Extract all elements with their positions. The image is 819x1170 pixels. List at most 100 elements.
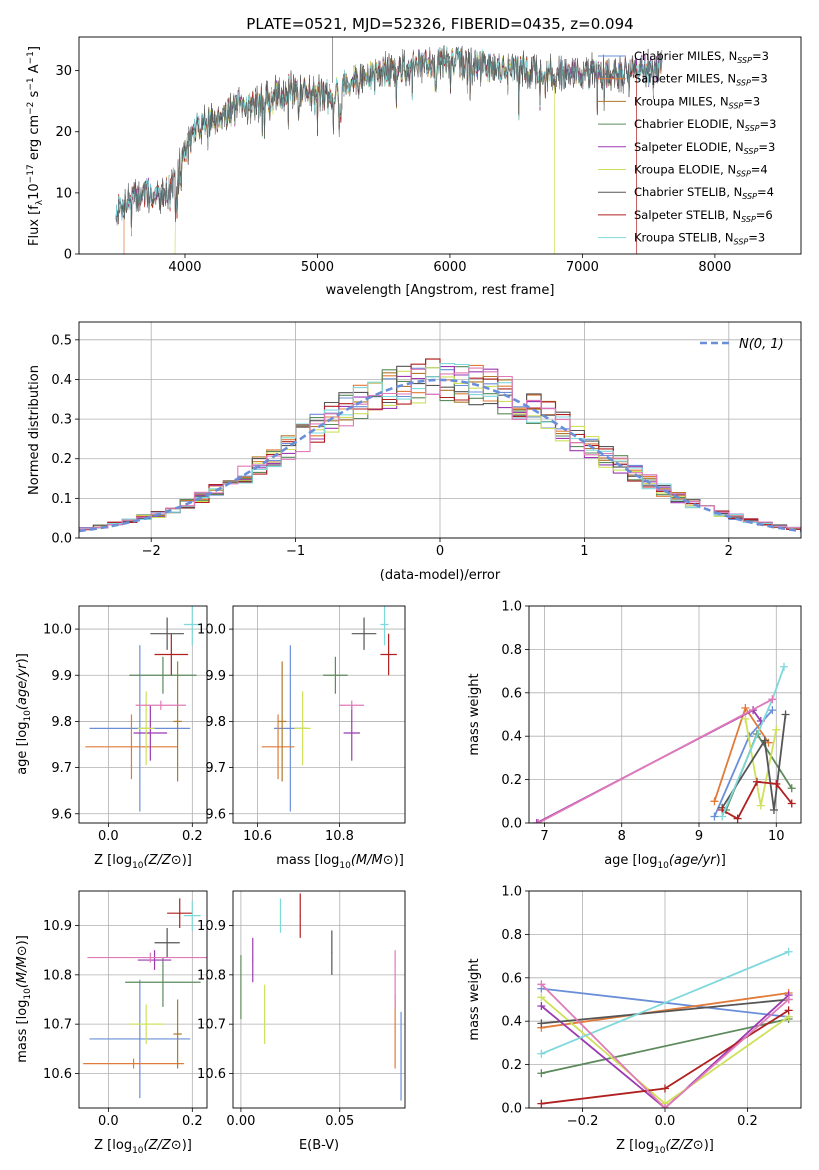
weight-marker [769,805,778,814]
y-tick-label: 10.0 [43,623,72,638]
y-tick-label: 10.6 [43,1067,72,1082]
weight-marker [781,710,790,719]
y-tick-label: 0.0 [501,1102,522,1117]
y-tick-label: 10.9 [43,919,72,934]
x-tick-label: 0 [436,544,444,559]
axes-frame [78,605,208,824]
y-tick-label: 0.2 [501,773,522,788]
y-tick-label: 9.8 [51,715,72,730]
y-axis-label: mass [log10(M/M⊙)] [15,935,33,1063]
y-tick-label: 0.4 [501,1015,522,1030]
y-tick-label: 10.8 [43,968,72,983]
x-tick-label: 9 [695,829,703,844]
x-tick-label: 7 [540,829,548,844]
y-tick-label: 9.9 [51,669,72,684]
x-axis-label: (data-model)/error [380,568,501,583]
x-tick-label: 0.0 [98,1114,119,1129]
plot-area [261,606,397,812]
spectrum-legend: Chabrier MILES, NSSP=3 Salpeter MILES, NS… [598,49,776,247]
legend-label: Chabrier STELIB, NSSP=4 [634,185,774,201]
x-tick-label: 0.05 [325,1114,354,1129]
x-tick-label: 1 [580,544,588,559]
legend-label: N(0, 1) [739,337,784,352]
x-tick-label: 0.2 [182,1114,203,1129]
x-axis-label: Z [log10(Z/Z⊙)] [616,1138,714,1156]
y-tick-label: 9.7 [51,761,72,776]
legend-label: Kroupa MILES, NSSP=3 [634,94,760,110]
axes-frame [528,605,802,824]
weight-marker [768,695,777,704]
ticks: 0.0 0.2 10.6 10.7 10.8 10.9 [43,919,203,1129]
weight-marker [537,1002,546,1011]
plot-area [537,947,793,1108]
y-tick-label: 0.6 [501,686,522,701]
x-tick-label: 4000 [168,260,201,275]
weight-line [541,992,789,1029]
y-tick-label: 10.7 [197,1018,226,1033]
weight-marker [784,1006,793,1015]
x-tick-label: 10.8 [325,829,354,844]
grid [529,890,801,1109]
weight-marker [772,725,781,734]
y-tick-label: 9.9 [205,669,226,684]
ticks: 7 8 9 10 0.0 0.2 0.4 0.6 0.8 1.0 [501,600,784,845]
y-tick-label: 0.6 [501,971,522,986]
y-tick-label: 0.2 [51,452,72,467]
spectrum-panel: 4000 5000 6000 7000 8000 0 10 20 30 wavelength [A… [26,36,802,298]
legend-label: Kroupa STELIB, NSSP=3 [634,231,765,247]
weight-line [541,998,789,1025]
weight-marker [772,779,781,788]
y-tick-label: 0.5 [51,333,72,348]
legend-label: Kroupa ELODIE, NSSP=4 [634,163,768,179]
x-tick-label: −2 [142,544,161,559]
mass-vs-reddening-panel: 0.00 0.05 10.6 10.7 10.8 10.9 E(B-V) [197,890,406,1153]
x-tick-label: −0.2 [567,1114,599,1129]
y-tick-label: 10.8 [197,968,226,983]
axes-frame [78,36,802,255]
y-tick-label: 0.4 [501,730,522,745]
y-axis-label: Flux [fλ10−17 erg cm−2 s−1 A−1] [26,46,45,246]
y-tick-label: 0.8 [501,643,522,658]
grid [79,891,207,1108]
weight-marker [741,703,750,712]
x-tick-label: 8000 [698,260,731,275]
x-tick-label: 8 [618,829,626,844]
axes-frame [78,890,208,1109]
ticks: 10.6 10.8 9.6 9.7 9.8 9.9 10.0 [197,623,354,844]
weight-line [540,983,790,1108]
grid [233,606,405,823]
grid [79,606,207,823]
x-tick-label: 10 [768,829,785,844]
weight-marker [537,1099,546,1108]
y-tick-label: 0.1 [51,492,72,507]
x-tick-label: 0.00 [226,1114,255,1129]
y-axis-label: age [log10(age/yr)] [15,653,33,775]
ticks: −0.2 0.0 0.2 0.0 0.2 0.4 0.6 0.8 1.0 [501,885,757,1130]
y-tick-label: 10.9 [197,919,226,934]
y-tick-label: 30 [55,64,72,79]
y-tick-label: 9.7 [205,761,226,776]
ticks: 4000 5000 6000 7000 8000 0 10 20 30 [55,64,731,275]
ticks: 0.00 0.05 10.6 10.7 10.8 10.9 [197,919,354,1129]
y-tick-label: 0.8 [501,928,522,943]
y-tick-label: 0.3 [51,413,72,428]
age-vs-metallicity-panel: 0.0 0.2 9.6 9.7 9.8 9.9 10.0 Z [log10(Z/Z⊙)] age… [15,605,208,871]
weight-vs-metallicity-panel: −0.2 0.0 0.2 0.0 0.2 0.4 0.6 0.8 1.0 Z [log10(Z/Z… [467,885,802,1156]
weight-marker [741,714,750,723]
weight-marker [787,784,796,793]
weight-line [541,1018,789,1075]
x-tick-label: 10.6 [243,829,272,844]
y-tick-label: 0.0 [51,532,72,547]
y-tick-label: 9.8 [205,715,226,730]
x-axis-label: mass [log10(M/M⊙)] [276,853,404,871]
weight-marker [784,947,793,956]
weight-marker [784,995,793,1004]
y-tick-label: 10.7 [43,1018,72,1033]
y-axis-label: Normed distribution [27,365,42,495]
spectrum-line [115,45,663,228]
weight-marker [760,736,769,745]
weight-marker [532,819,541,823]
grid [529,605,801,824]
plot-area [115,37,663,254]
weight-vs-age-panel: 7 8 9 10 0.0 0.2 0.4 0.6 0.8 1.0 age [log10(age/yr… [467,600,802,871]
